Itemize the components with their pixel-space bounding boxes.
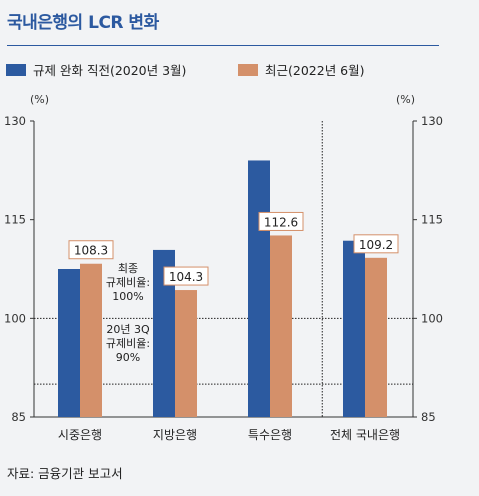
title-divider [7, 45, 439, 46]
bar-before-2 [153, 249, 175, 417]
reference-label-90-line1: 20년 3Q [106, 323, 150, 336]
legend-label-recent: 최근(2022년 6월) [265, 63, 365, 78]
category-label-2: 지방은행 [153, 427, 197, 442]
y-tick-label-right: 100 [421, 311, 443, 325]
data-label-box-3 [258, 211, 304, 231]
reference-label-90-line2: 규제비율: [106, 337, 150, 350]
reference-label-100-line1: 최종 [118, 262, 138, 275]
source-note: 자료: 금융기관 보고서 [7, 466, 123, 481]
bar-recent-2 [175, 290, 197, 417]
y-tick-label-left: 130 [4, 114, 26, 128]
legend-label-before: 규제 완화 직전(2020년 3월) [33, 63, 187, 78]
category-label-4: 전체 국내은행 [330, 427, 400, 442]
bar-before-4 [343, 240, 365, 417]
y-tick-label-left: 100 [4, 311, 26, 325]
y-tick-label-left: 85 [11, 410, 26, 424]
chart-title: 국내은행의 LCR 변화 [7, 13, 159, 33]
y-tick-label-right: 130 [421, 114, 443, 128]
data-label-box-2 [163, 266, 209, 286]
y-tick-label-right: 85 [421, 410, 436, 424]
y-unit-right: (%) [396, 93, 415, 106]
bar-before-3 [248, 160, 270, 417]
bar-recent-1 [80, 263, 102, 417]
category-label-3: 특수은행 [248, 427, 292, 442]
legend-item-recent: 최근(2022년 6월) [238, 60, 365, 79]
y-tick-label-right: 115 [421, 213, 443, 227]
data-label-2: 104.3 [169, 270, 203, 284]
bar-recent-4 [365, 257, 387, 417]
data-label-4: 109.2 [359, 238, 393, 252]
legend-item-before: 규제 완화 직전(2020년 3월) [6, 60, 186, 79]
legend-swatch-before [6, 63, 26, 76]
y-unit-left: (%) [30, 93, 49, 106]
reference-label-90-line3: 90% [116, 351, 140, 364]
data-label-3: 112.6 [264, 215, 298, 229]
data-label-box-1 [68, 240, 114, 260]
legend: 규제 완화 직전(2020년 3월) 최근(2022년 6월) [6, 60, 446, 78]
reference-label-100-line2: 규제비율: [106, 276, 150, 289]
reference-label-100-line3: 100% [112, 290, 143, 303]
bar-recent-3 [270, 235, 292, 417]
y-tick-label-left: 115 [4, 213, 26, 227]
bar-before-1 [58, 269, 80, 417]
data-label-1: 108.3 [74, 244, 108, 258]
legend-swatch-recent [238, 63, 258, 76]
category-label-1: 시중은행 [58, 427, 102, 442]
data-label-box-4 [353, 234, 399, 254]
